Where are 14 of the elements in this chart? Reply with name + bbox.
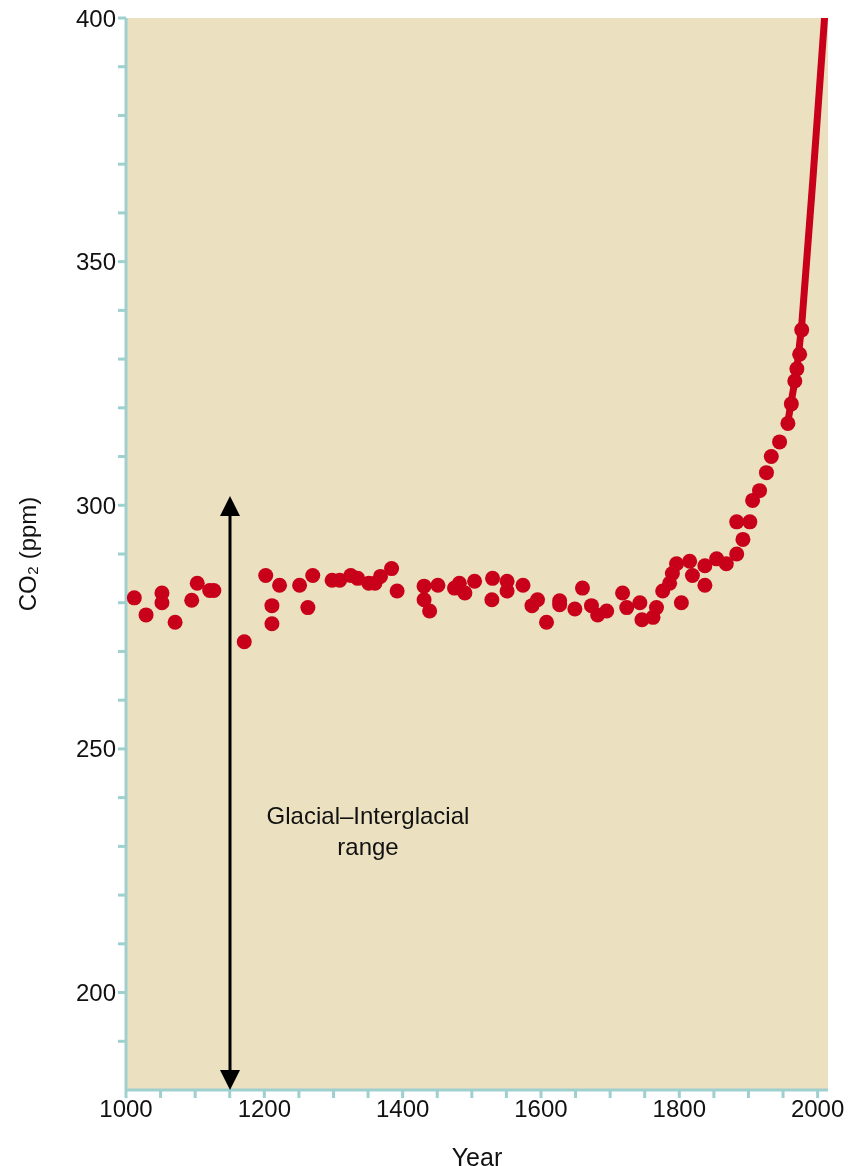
x-axis-title: Year — [451, 1143, 503, 1166]
y-tick-label: 400 — [75, 4, 116, 32]
x-tick-label: 2000 — [790, 1095, 845, 1123]
y-tick-label: 200 — [75, 979, 116, 1007]
y-tick-label: 350 — [75, 248, 116, 276]
y-tick-label: 300 — [75, 491, 116, 519]
x-tick-label: 1200 — [237, 1095, 292, 1123]
x-tick-label: 1000 — [99, 1095, 153, 1123]
x-tick-label: 1800 — [652, 1095, 706, 1123]
annotation: Glacial–Interglacial range — [265, 801, 471, 862]
x-tick-label: 1600 — [514, 1095, 568, 1123]
x-tick-label: 1400 — [375, 1095, 430, 1123]
y-axis-title: CO₂ (ppm) — [14, 496, 41, 612]
y-tick-label: 250 — [75, 735, 116, 763]
